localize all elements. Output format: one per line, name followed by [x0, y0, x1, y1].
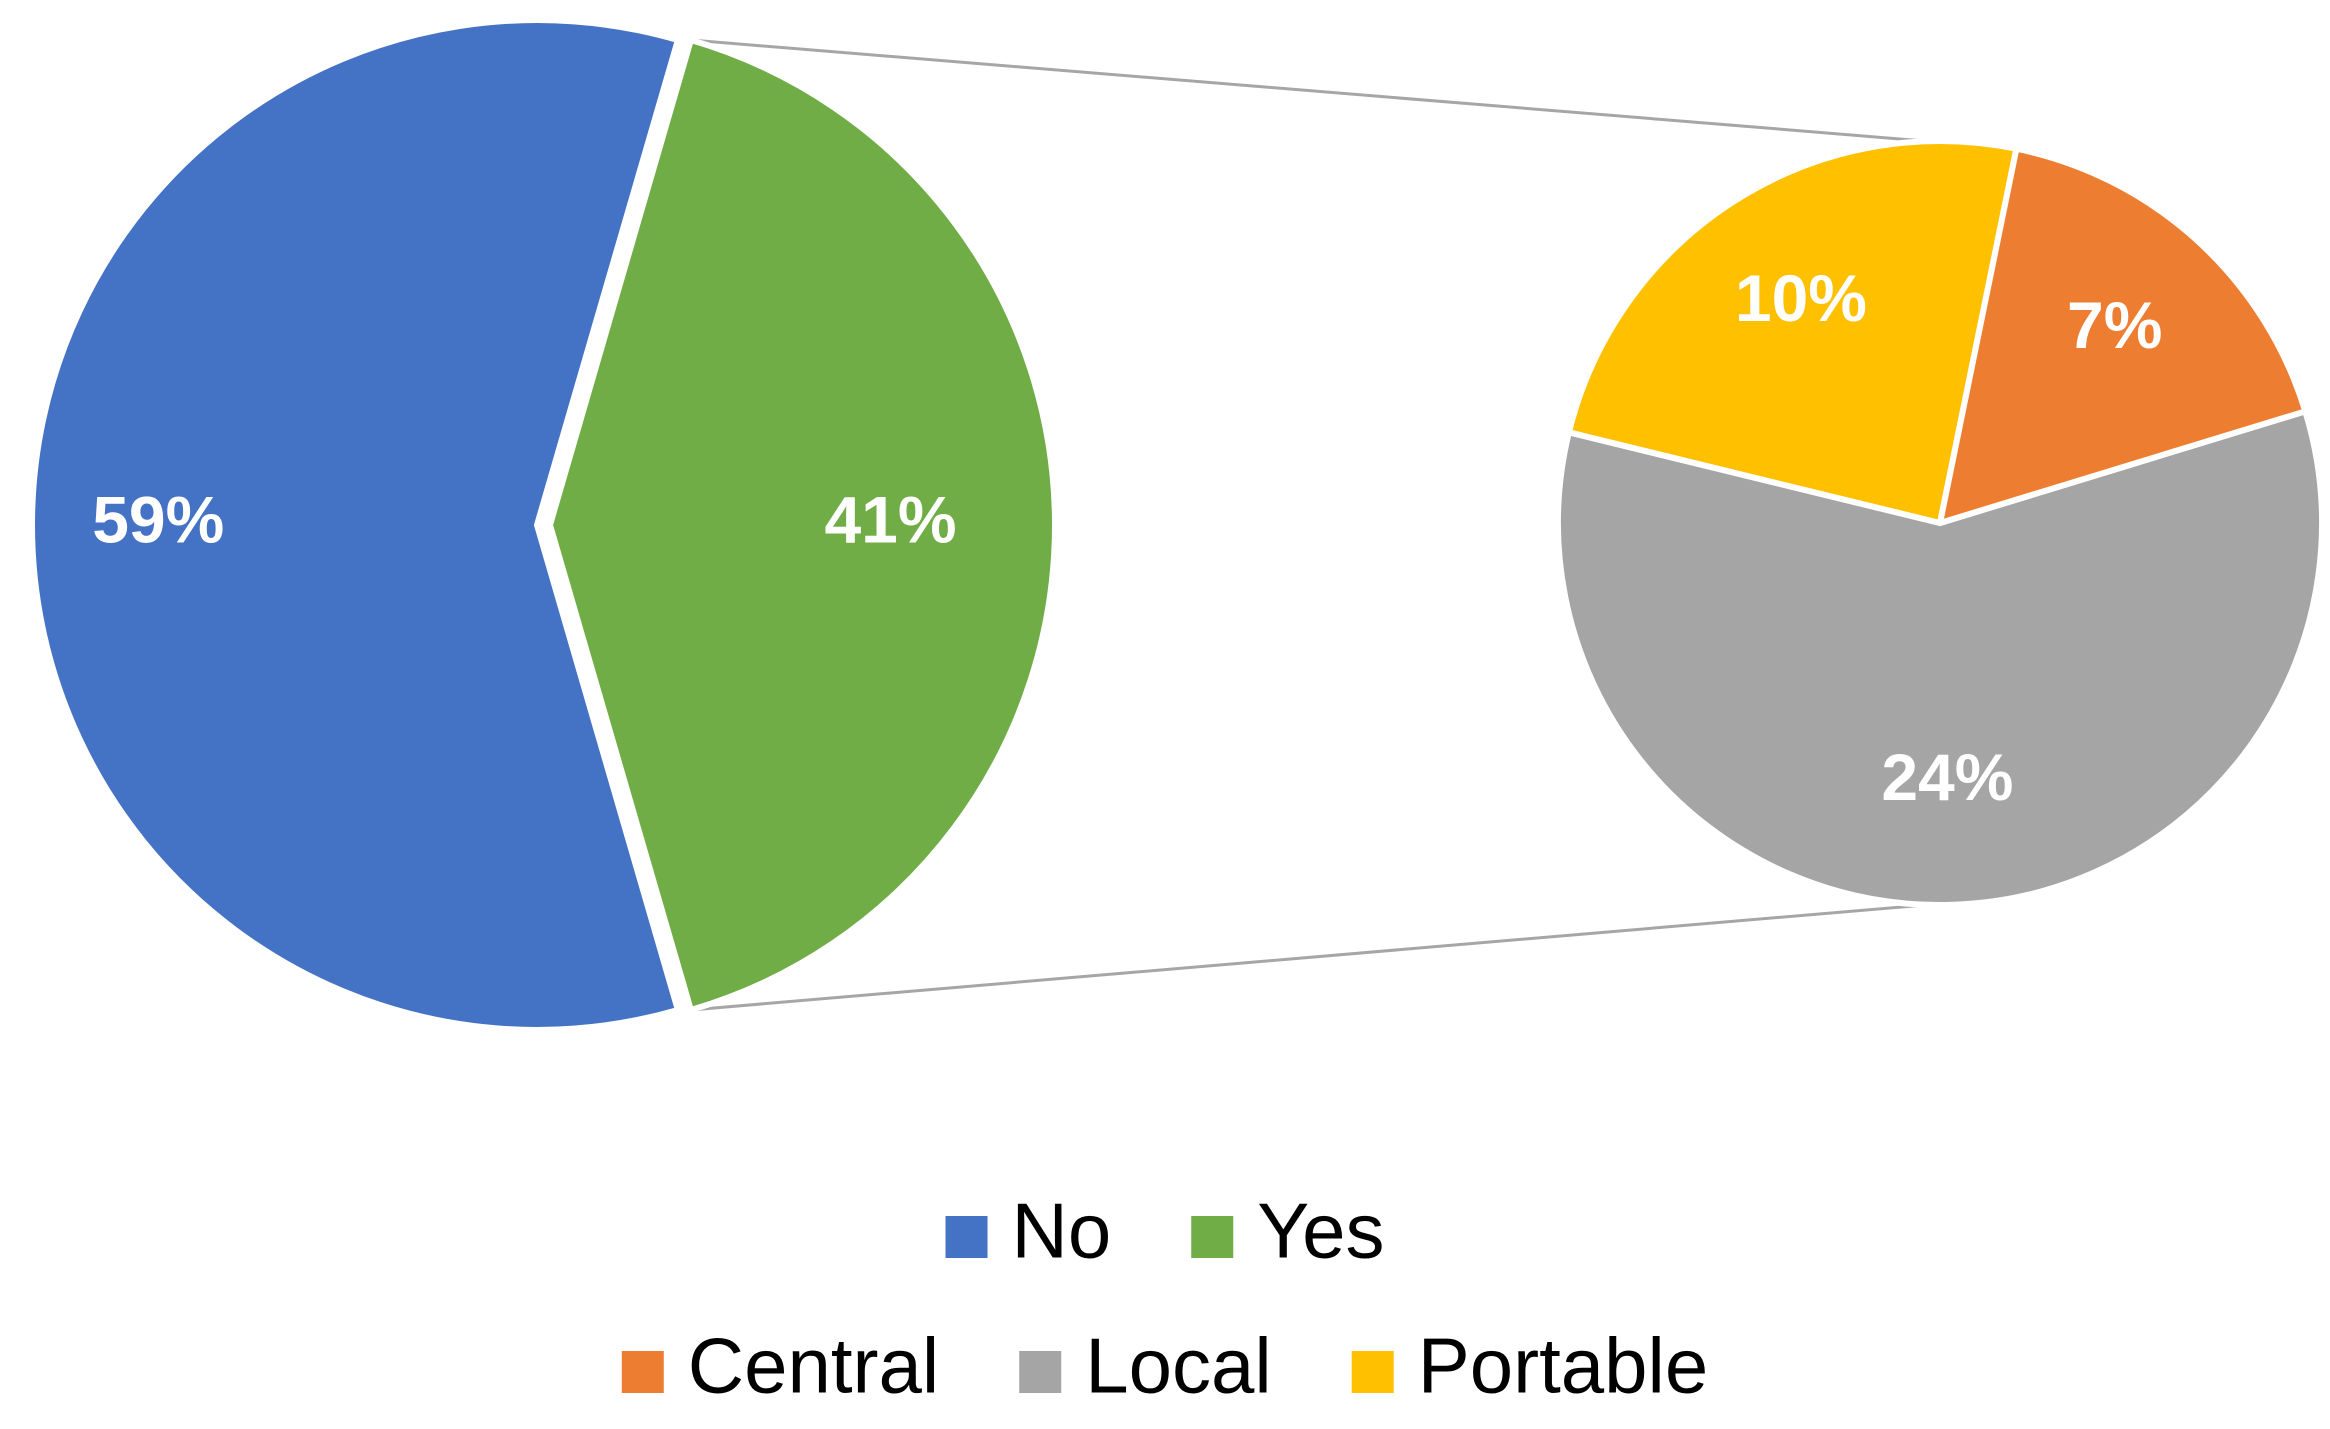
legend-label-no: No	[1012, 1187, 1112, 1275]
legend-swatch-no	[945, 1216, 988, 1258]
connector-lines	[690, 38, 1926, 1012]
legend-item-no: No	[945, 1187, 1112, 1275]
secondary-slice-portable	[1565, 138, 2020, 526]
legend: No Yes Central Local Portable	[621, 1187, 1709, 1410]
main-data-label-no: 59%	[92, 482, 224, 556]
legend-label-yes: Yes	[1257, 1187, 1384, 1275]
legend-label-portable: Portable	[1418, 1322, 1709, 1410]
secondary-data-label-central: 7%	[2067, 288, 2162, 362]
legend-swatch-local	[1019, 1351, 1062, 1393]
legend-swatch-portable	[1351, 1351, 1394, 1393]
secondary-slice-central	[1937, 145, 2309, 526]
legend-item-portable: Portable	[1351, 1322, 1709, 1410]
legend-label-central: Central	[688, 1322, 939, 1410]
secondary-pie: 24% 10% 7%	[1555, 138, 2326, 908]
legend-swatch-yes	[1191, 1216, 1234, 1258]
secondary-data-label-portable: 10%	[1735, 261, 1867, 335]
legend-item-local: Local	[1019, 1322, 1272, 1410]
connector-line-bottom	[690, 903, 1926, 1012]
connector-line-top	[690, 38, 1926, 143]
secondary-slice-local	[1555, 408, 2326, 908]
main-pie: 59% 41%	[29, 17, 1059, 1033]
main-data-label-yes: 41%	[824, 482, 956, 556]
legend-label-local: Local	[1085, 1322, 1271, 1410]
legend-item-central: Central	[621, 1322, 939, 1410]
main-slice-no	[29, 17, 681, 1033]
main-slice-yes	[547, 37, 1059, 1013]
secondary-data-label-local: 24%	[1881, 740, 2013, 814]
legend-swatch-central	[621, 1351, 664, 1393]
legend-item-yes: Yes	[1191, 1187, 1384, 1275]
